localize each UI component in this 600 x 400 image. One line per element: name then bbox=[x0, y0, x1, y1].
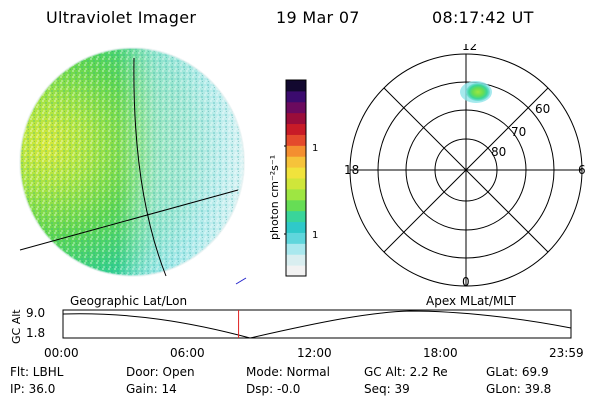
colorbar-band bbox=[286, 167, 306, 179]
colorbar-frame bbox=[285, 79, 307, 277]
info-glat: GLat: 69.9 bbox=[486, 365, 549, 379]
timeline-y-label: GC Alt bbox=[10, 309, 23, 344]
lat-label-70: 70 bbox=[511, 125, 526, 139]
longitude-line bbox=[133, 57, 167, 277]
colorbar-band bbox=[286, 265, 306, 277]
timeline-y-tick-high: 9.0 bbox=[26, 306, 45, 320]
info-filter: Flt: LBHL bbox=[10, 365, 64, 379]
timeline-x-tick-1: 06:00 bbox=[170, 346, 205, 360]
mlt-label-right: 6 bbox=[578, 163, 586, 177]
colorbar-band bbox=[286, 210, 306, 223]
timeline-x-tick-4: 23:59 bbox=[549, 346, 584, 360]
latitude-line bbox=[19, 189, 239, 251]
mlt-label-top: 12 bbox=[462, 44, 477, 53]
lat-label-60: 60 bbox=[535, 102, 550, 116]
polar-mlt-plot: 12 18 6 0 60 70 80 bbox=[344, 44, 586, 289]
timeline-frame bbox=[62, 309, 572, 339]
instrument-title: Ultraviolet Imager bbox=[46, 8, 197, 27]
info-seq: Seq: 39 bbox=[364, 382, 410, 396]
mlt-label-bottom: 0 bbox=[462, 275, 470, 289]
timeline-x-tick-0: 00:00 bbox=[44, 346, 79, 360]
colorbar-tick-10: 10 bbox=[312, 230, 318, 241]
timeline-y-tick-low: 1.8 bbox=[26, 326, 45, 340]
colorbar-units: photon cm⁻²s⁻¹ bbox=[268, 155, 281, 240]
timeline-x-tick-3: 18:00 bbox=[423, 346, 458, 360]
colorbar-band bbox=[286, 178, 306, 190]
colorbar-band bbox=[286, 243, 306, 255]
aurora-spot bbox=[466, 83, 490, 101]
colorbar-band bbox=[286, 80, 306, 92]
colorbar-band bbox=[286, 188, 306, 201]
gc-alt-curve bbox=[62, 310, 572, 339]
info-door: Door: Open bbox=[126, 365, 195, 379]
info-glon: GLon: 39.8 bbox=[486, 382, 552, 396]
mlt-label-left: 18 bbox=[344, 163, 359, 177]
timeline-right-label: Apex MLat/MLT bbox=[426, 294, 516, 308]
observation-time: 08:17:42 UT bbox=[432, 8, 534, 27]
colorbar-band bbox=[286, 221, 306, 233]
timeline-left-label: Geographic Lat/Lon bbox=[70, 294, 188, 308]
colorbar-band bbox=[286, 90, 306, 103]
colorbar-gradient bbox=[286, 80, 306, 277]
orbit-timeline: GC Alt 9.0 1.8 bbox=[10, 306, 572, 344]
colorbar-band bbox=[286, 134, 306, 146]
info-gc-alt: GC Alt: 2.2 Re bbox=[364, 365, 448, 379]
colorbar-band bbox=[286, 101, 306, 114]
uv-earth-image bbox=[19, 47, 247, 285]
colorbar-band bbox=[286, 232, 306, 244]
info-gain: Gain: 14 bbox=[126, 382, 177, 396]
limb-marker bbox=[235, 277, 247, 285]
info-mode: Mode: Normal bbox=[246, 365, 330, 379]
colorbar-band bbox=[286, 254, 306, 266]
info-ip: IP: 36.0 bbox=[10, 382, 56, 396]
colorbar-tick-100: 100 bbox=[312, 143, 318, 154]
colorbar-band bbox=[286, 123, 306, 135]
colorbar: 100 10 photon cm⁻²s⁻¹ bbox=[268, 79, 318, 277]
observation-date: 19 Mar 07 bbox=[276, 8, 360, 27]
colorbar-band bbox=[286, 156, 306, 168]
timeline-x-tick-2: 12:00 bbox=[297, 346, 332, 360]
colorbar-band bbox=[286, 112, 306, 125]
info-dsp: Dsp: -0.0 bbox=[246, 382, 301, 396]
colorbar-band bbox=[286, 145, 306, 157]
colorbar-band bbox=[286, 199, 306, 212]
lat-label-80: 80 bbox=[491, 145, 506, 159]
